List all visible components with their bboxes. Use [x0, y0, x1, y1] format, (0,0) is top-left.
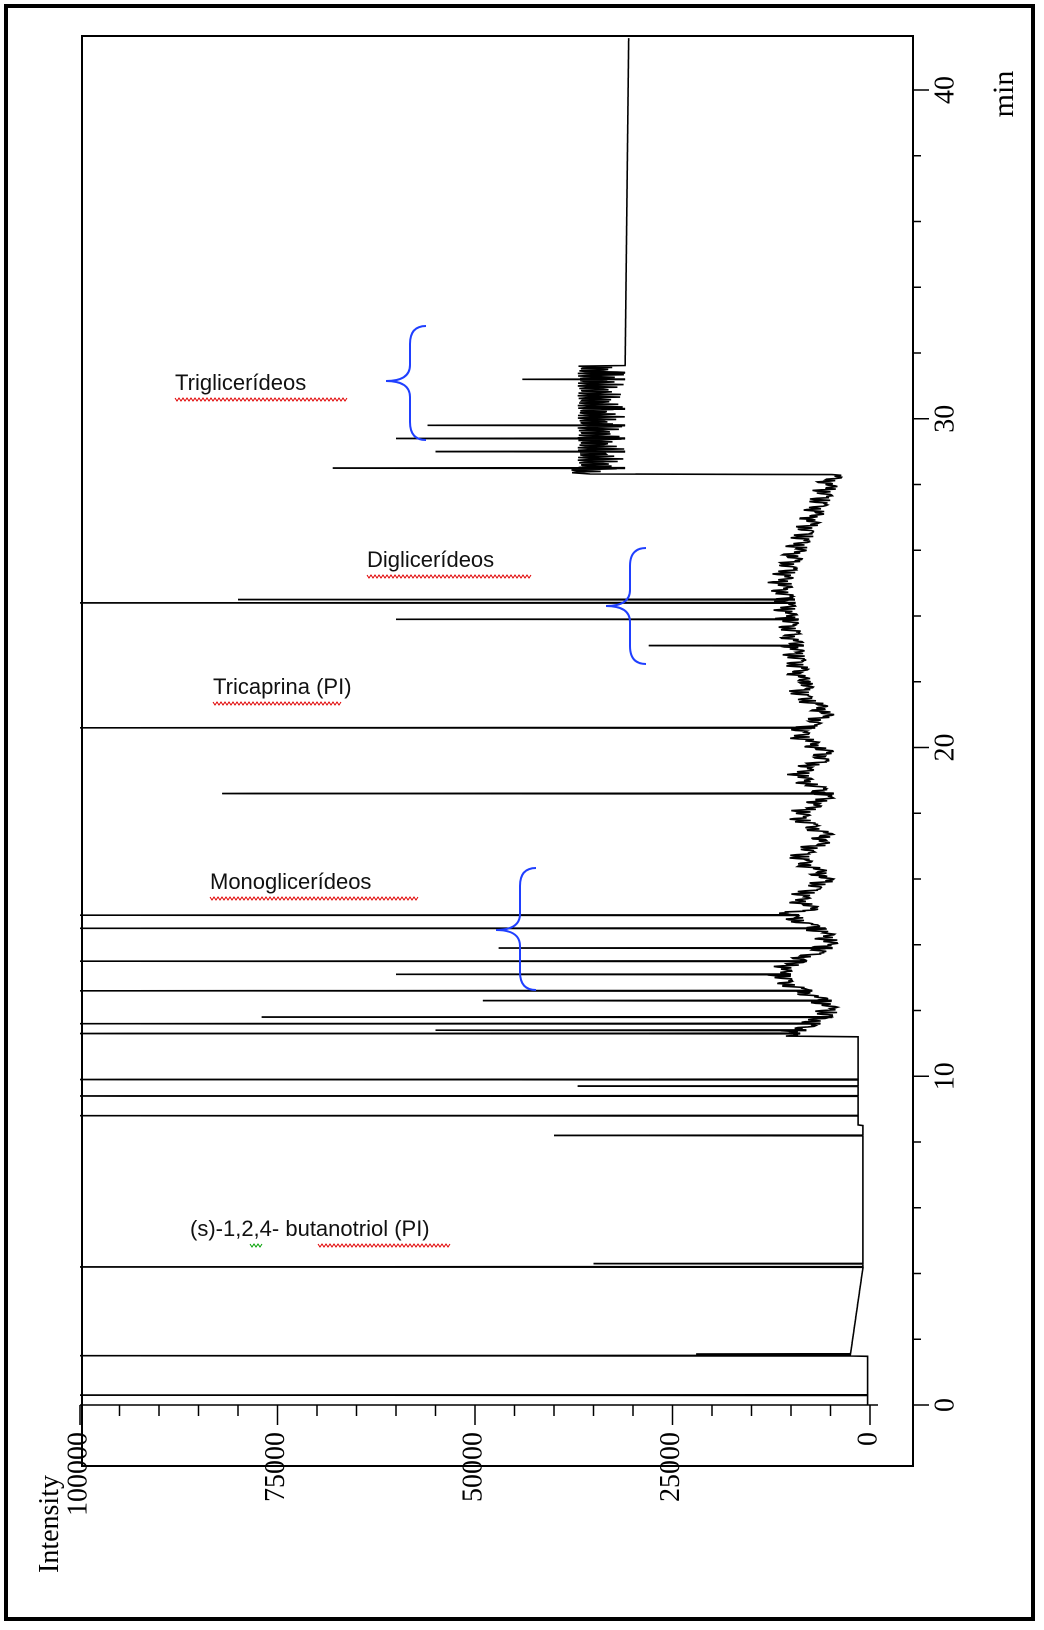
peak-marks [80, 372, 868, 1396]
chart-frame [4, 4, 1035, 1621]
y-tick-label: 25000 [655, 1432, 686, 1502]
x-tick-label: 0 [929, 1398, 960, 1412]
y-tick-label: 75000 [260, 1432, 291, 1502]
spellcheck-underline [317, 1243, 451, 1248]
x-tick-label: 40 [929, 76, 960, 104]
brace-mark [605, 547, 647, 665]
axes [81, 35, 914, 1467]
x-axis-ticks: 0 10 20 30 40 [913, 76, 960, 1412]
spellcheck-underline [366, 574, 532, 579]
y-axis-ticks: 0 25000 50000 75000 100000 [62, 1404, 883, 1516]
y-tick-label: 100000 [62, 1432, 93, 1516]
x-tick-label: 20 [929, 734, 960, 762]
x-axis-label: min [987, 71, 1020, 118]
annotation-label: Monoglicerídeos [210, 869, 371, 894]
x-tick-label: 10 [929, 1062, 960, 1090]
spellcheck-underline [212, 701, 342, 706]
x-tick-label: 30 [929, 405, 960, 433]
plot-area-border [81, 35, 914, 1467]
spellcheck-underline [209, 896, 419, 901]
annotation-braces [385, 325, 647, 991]
y-tick-label: 0 [852, 1432, 883, 1446]
chromatogram-trace [79, 38, 869, 1405]
annotations: Triglicerídeos Diglicerídeos Tricaprina (P… [174, 370, 532, 1248]
annotation-label: (s)-1,2,4- butanotriol (PI) [190, 1216, 430, 1241]
annotation-label: Diglicerídeos [367, 547, 494, 572]
y-tick-label: 50000 [457, 1432, 488, 1502]
y-axis-label: Intensity [34, 1475, 65, 1573]
grammar-underline [249, 1243, 263, 1248]
brace-mark [495, 867, 537, 991]
annotation-label: Triglicerídeos [175, 370, 306, 395]
brace-mark [385, 325, 427, 441]
annotation-label: Tricaprina (PI) [213, 674, 352, 699]
spellcheck-underline [174, 397, 348, 402]
